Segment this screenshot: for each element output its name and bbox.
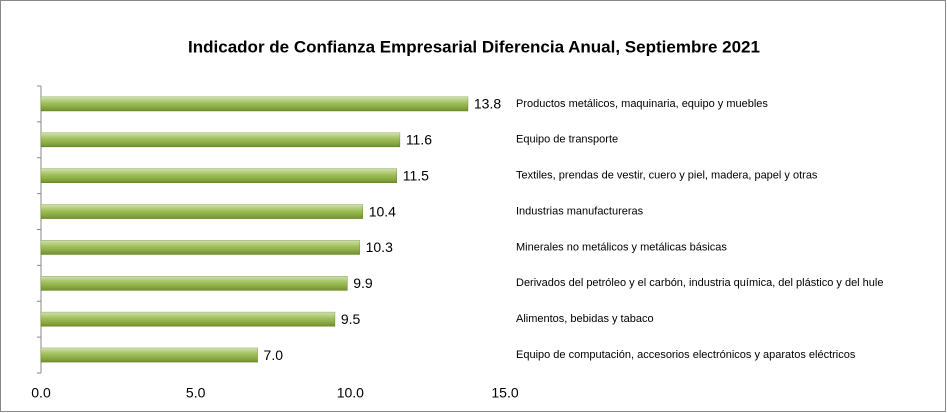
category-label: Productos metálicos, maquinaria, equipo … <box>516 98 768 110</box>
category-label: Derivados del petróleo y el carbón, indu… <box>516 277 883 289</box>
bar <box>40 276 348 291</box>
bar <box>40 311 336 327</box>
data-label: 10.4 <box>369 203 396 219</box>
category-label: Alimentos, bebidas y tabaco <box>516 313 654 325</box>
x-tick-label: 15.0 <box>491 385 518 401</box>
data-label: 9.9 <box>353 275 373 291</box>
category-label: Equipo de computación, accesorios electr… <box>516 349 856 361</box>
bar <box>40 96 469 112</box>
x-tick-label: 5.0 <box>186 385 206 401</box>
data-label: 9.5 <box>341 311 361 327</box>
bar <box>40 204 364 219</box>
chart-title: Indicador de Confianza Empresarial Difer… <box>188 37 760 56</box>
data-label: 11.5 <box>403 167 429 183</box>
x-tick-label: 0.0 <box>31 385 51 401</box>
data-label: 13.8 <box>474 96 501 112</box>
bar <box>40 168 398 183</box>
data-label: 10.3 <box>366 239 393 255</box>
category-label: Textiles, prendas de vestir, cuero y pie… <box>516 170 818 182</box>
bar <box>40 347 258 363</box>
category-label: Industrias manufactureras <box>516 205 644 217</box>
bar <box>40 132 401 148</box>
x-tick-label: 10.0 <box>337 385 364 401</box>
bar <box>40 240 360 255</box>
data-label: 7.0 <box>264 347 284 363</box>
category-label: Minerales no metálicos y metálicas básic… <box>516 241 727 253</box>
category-label: Equipo de transporte <box>516 134 618 146</box>
data-label: 11.6 <box>406 132 432 148</box>
